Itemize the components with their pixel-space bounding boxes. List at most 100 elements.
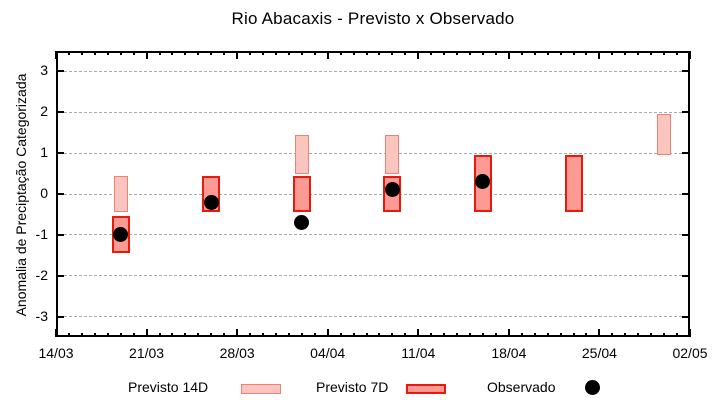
x-tick-mark	[184, 51, 187, 55]
x-tick-mark	[598, 329, 601, 337]
x-tick-mark	[624, 333, 627, 337]
x-tick-mark	[611, 51, 614, 55]
x-tick-mark	[300, 51, 303, 55]
legend-label-previsto-7d: Previsto 7D	[316, 379, 389, 395]
x-tick-mark	[119, 51, 122, 55]
x-tick-mark	[262, 333, 265, 337]
x-tick-mark	[676, 51, 679, 55]
x-tick-mark	[197, 51, 200, 55]
gridline	[59, 152, 687, 154]
y-tick-mark	[682, 233, 690, 236]
x-tick-mark	[197, 333, 200, 337]
x-tick-mark	[287, 51, 290, 55]
y-tick-mark	[682, 193, 690, 195]
x-tick-mark	[300, 333, 303, 337]
chart-title: Rio Abacaxis - Previsto x Observado	[231, 9, 515, 28]
x-tick-mark	[494, 51, 497, 55]
x-tick-mark	[546, 333, 549, 337]
x-tick-mark	[559, 51, 562, 55]
x-tick-label: 02/05	[672, 345, 708, 361]
y-tick-mark	[682, 315, 690, 318]
x-tick-mark	[572, 333, 575, 337]
x-tick-mark	[106, 333, 109, 337]
x-tick-mark	[650, 333, 653, 337]
x-axis-labels: 14/03 21/03 28/03 04/04 11/04 18/04 25/04 02/05	[0, 345, 720, 363]
x-tick-mark	[624, 51, 627, 55]
x-tick-mark	[352, 333, 355, 337]
x-tick-mark	[391, 51, 394, 55]
previsto-14d-bar	[657, 114, 672, 156]
x-tick-mark	[80, 51, 83, 55]
x-tick-mark	[417, 51, 420, 59]
x-tick-mark	[249, 51, 252, 55]
gridline	[59, 275, 687, 277]
x-tick-mark	[611, 333, 614, 337]
x-tick-mark	[184, 333, 187, 337]
x-tick-mark	[585, 51, 588, 55]
y-tick-label: -3	[35, 307, 48, 324]
y-tick-mark	[56, 193, 64, 195]
x-tick-mark	[93, 333, 96, 337]
x-tick-mark	[145, 329, 148, 337]
x-tick-mark	[132, 51, 135, 55]
x-tick-mark	[106, 51, 109, 55]
x-tick-label: 25/04	[581, 345, 617, 361]
x-tick-mark	[223, 51, 226, 55]
x-tick-mark	[456, 333, 459, 337]
x-tick-label: 28/03	[219, 345, 255, 361]
y-tick-mark	[56, 70, 64, 73]
x-tick-mark	[430, 51, 433, 55]
x-tick-mark	[313, 51, 316, 55]
x-tick-mark	[339, 51, 342, 55]
x-tick-mark	[365, 333, 368, 337]
x-tick-mark	[494, 333, 497, 337]
y-tick-label: 2	[40, 103, 48, 120]
x-tick-mark	[443, 51, 446, 55]
gridline	[59, 193, 687, 195]
x-tick-mark	[339, 333, 342, 337]
y-tick-mark	[56, 274, 64, 277]
x-tick-mark	[443, 333, 446, 337]
x-tick-mark	[637, 333, 640, 337]
x-tick-mark	[210, 333, 213, 337]
observado-dot	[113, 227, 129, 243]
x-tick-mark	[132, 333, 135, 337]
x-tick-mark	[145, 51, 148, 59]
legend-swatch-previsto-14d-icon	[241, 384, 281, 394]
x-tick-mark	[313, 333, 316, 337]
y-tick-mark	[56, 315, 64, 318]
y-tick-mark	[682, 274, 690, 277]
observado-dot	[294, 215, 310, 231]
x-tick-mark	[378, 333, 381, 337]
x-tick-mark	[533, 333, 536, 337]
x-tick-mark	[365, 51, 368, 55]
y-tick-mark	[682, 70, 690, 73]
legend-swatch-previsto-7d-icon	[406, 384, 446, 394]
x-tick-mark	[533, 51, 536, 55]
x-tick-mark	[67, 51, 70, 55]
legend-label-observado: Observado	[487, 379, 556, 395]
y-tick-mark	[56, 111, 64, 114]
x-tick-mark	[689, 51, 691, 59]
y-tick-mark	[56, 152, 64, 155]
x-tick-mark	[210, 51, 213, 55]
plot-area	[55, 51, 691, 337]
x-tick-mark	[93, 51, 96, 55]
gridline	[59, 316, 687, 318]
x-tick-mark	[236, 329, 239, 337]
y-tick-label: -1	[35, 225, 48, 242]
x-tick-mark	[55, 51, 57, 59]
x-tick-mark	[326, 51, 329, 59]
x-tick-mark	[520, 333, 523, 337]
x-tick-label: 11/04	[401, 345, 436, 361]
x-tick-mark	[546, 51, 549, 55]
x-tick-mark	[223, 333, 226, 337]
x-tick-mark	[274, 333, 277, 337]
x-tick-mark	[80, 333, 83, 337]
x-tick-mark	[391, 333, 394, 337]
x-tick-mark	[456, 51, 459, 55]
gridline	[59, 70, 687, 72]
x-tick-mark	[481, 51, 484, 55]
x-tick-mark	[430, 333, 433, 337]
y-tick-mark	[56, 233, 64, 236]
